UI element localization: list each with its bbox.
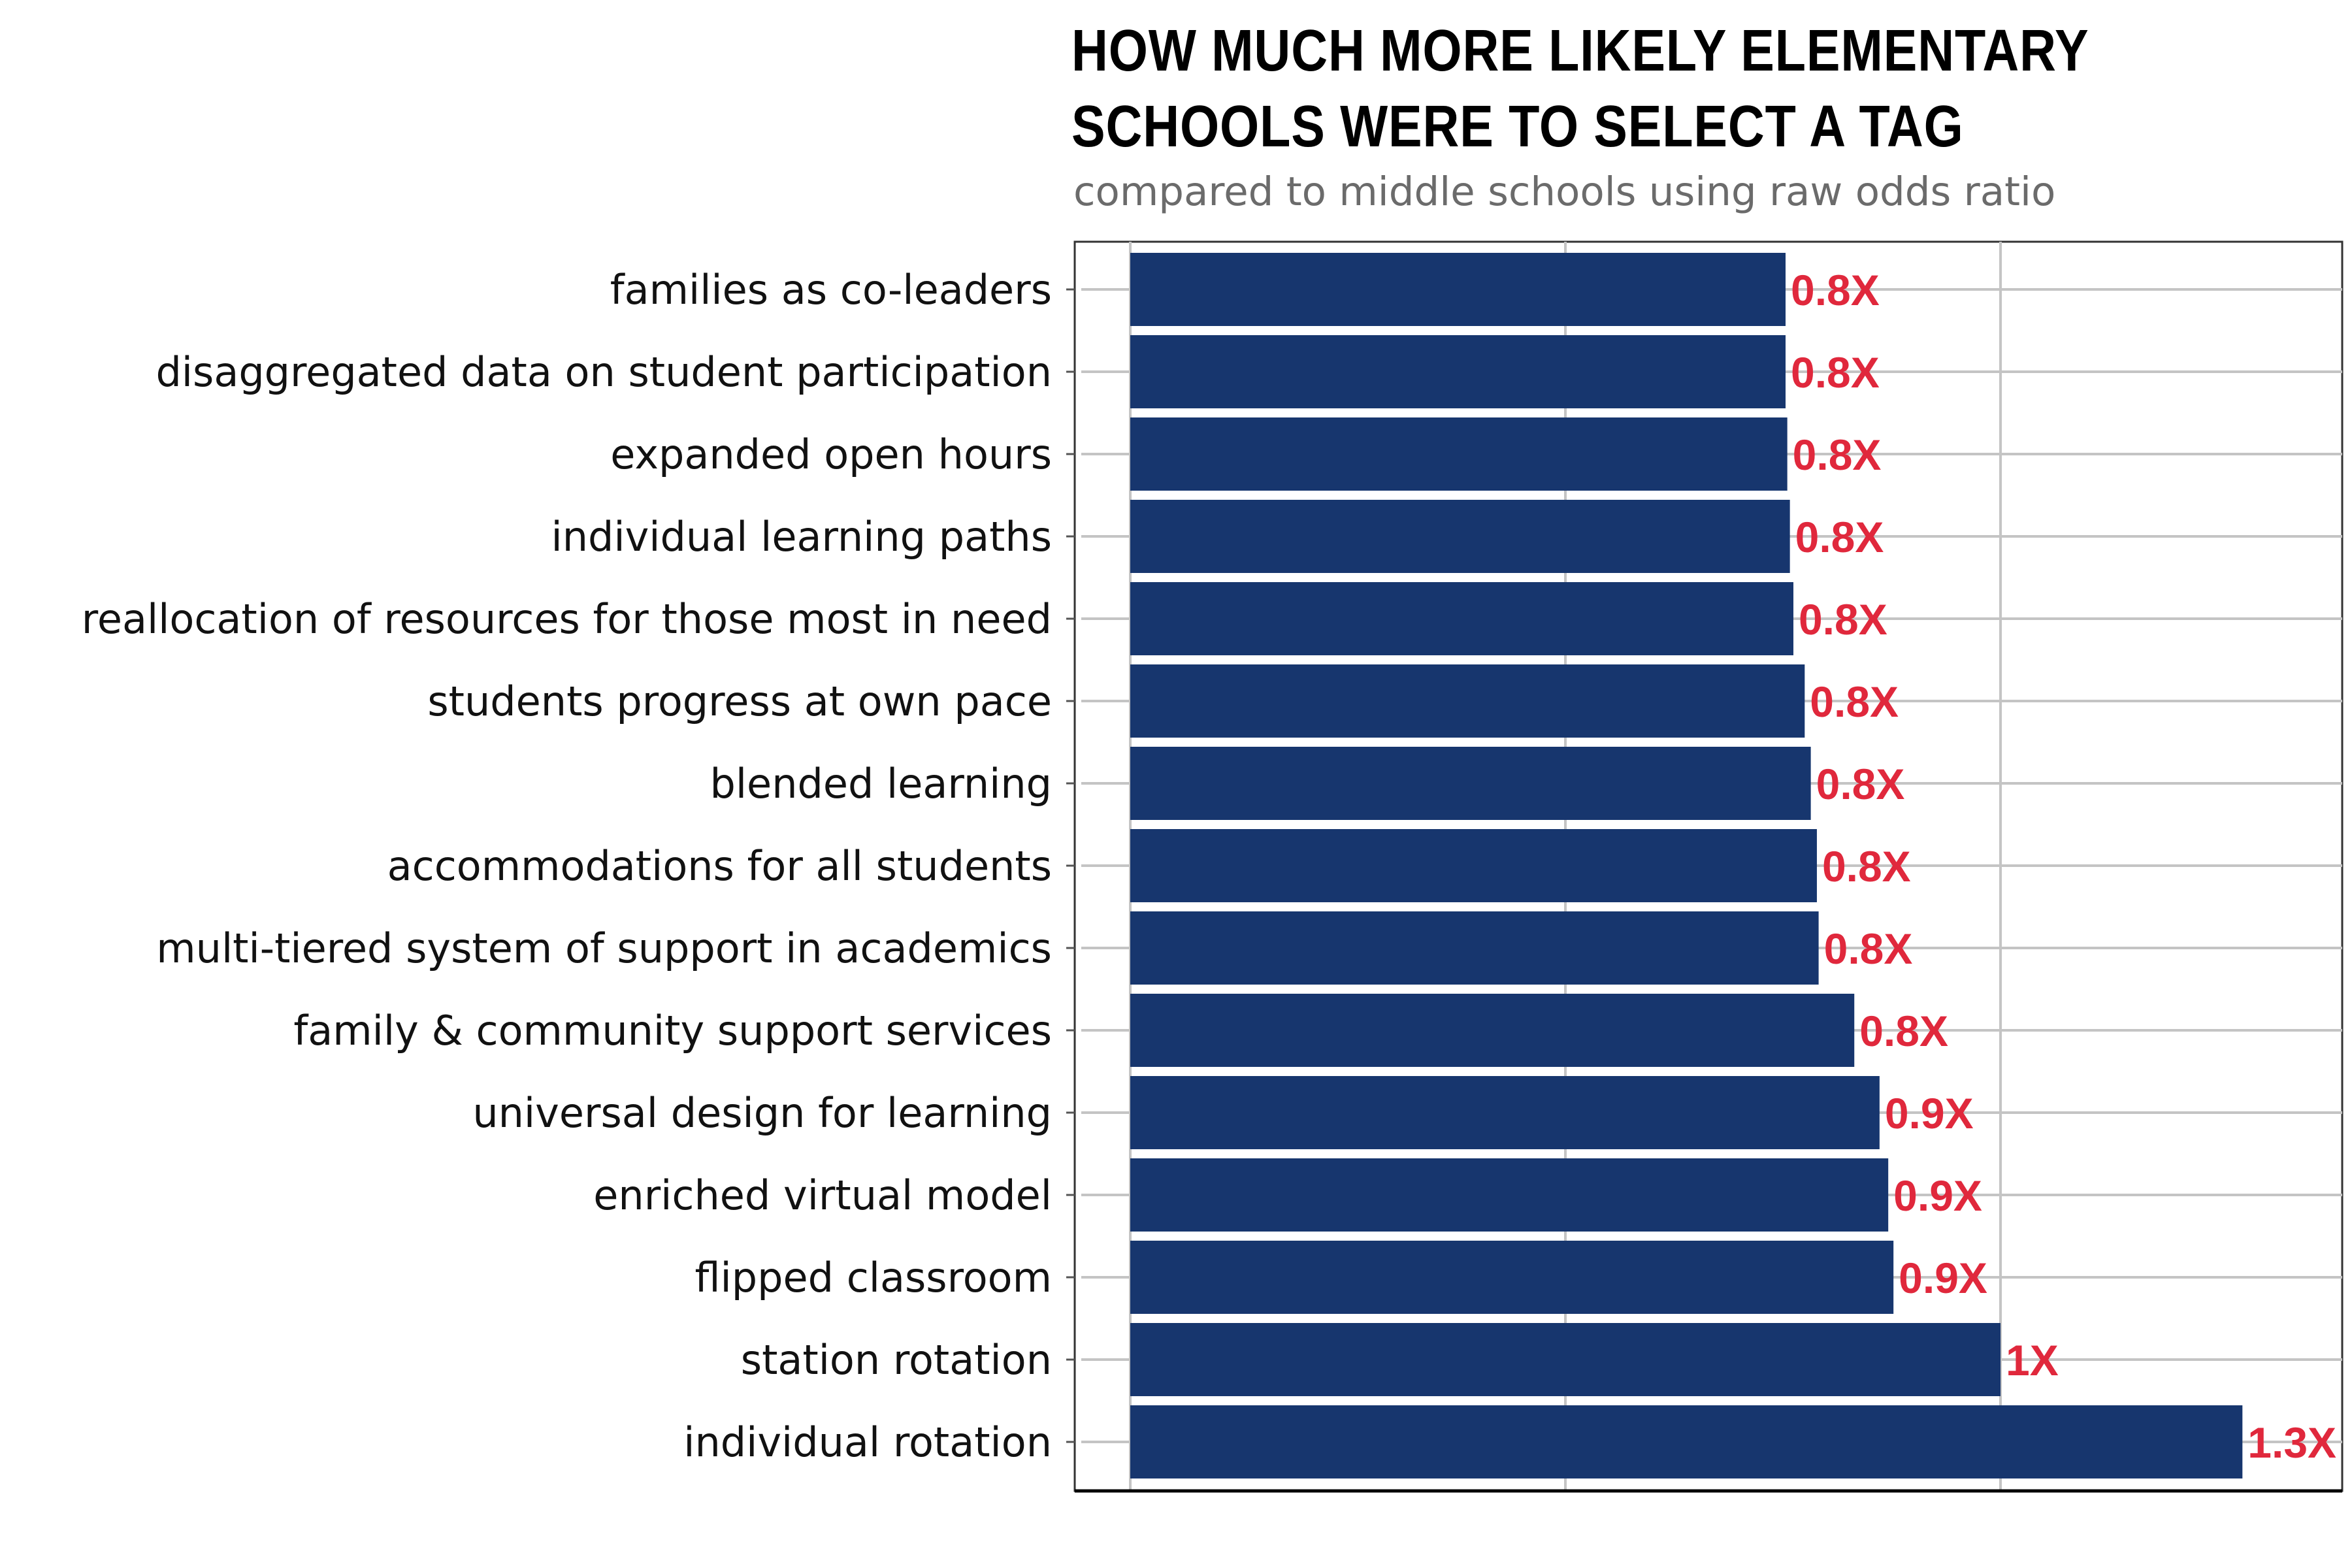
data-label: 1.3X <box>2247 1418 2336 1467</box>
y-tick-label: disaggregated data on student participat… <box>155 348 1052 396</box>
bar <box>1130 582 1793 655</box>
y-tick-label: multi-tiered system of support in academ… <box>156 924 1052 972</box>
y-tick-label: enriched virtual model <box>593 1171 1052 1219</box>
bar <box>1130 1158 1889 1232</box>
data-label: 0.9X <box>1893 1171 1982 1220</box>
bar <box>1130 1405 2243 1478</box>
y-tick-label: expanded open hours <box>610 431 1052 478</box>
data-label: 0.8X <box>1822 842 1911 890</box>
data-label: 0.8X <box>1824 924 1913 973</box>
data-label: 0.8X <box>1795 513 1884 561</box>
bar <box>1130 253 1786 326</box>
category-labels: families as co-leaders disaggregated data… <box>82 266 1052 1466</box>
bar <box>1130 335 1786 408</box>
data-label: 0.8X <box>1791 348 1880 397</box>
y-tick-label: reallocation of resources for those most… <box>82 595 1052 643</box>
data-label: 1X <box>2006 1336 2059 1384</box>
chart-subtitle: compared to middle schools using raw odd… <box>1073 169 2056 215</box>
data-label: 0.8X <box>1810 678 1899 726</box>
y-tick-label: individual rotation <box>683 1418 1052 1466</box>
bar <box>1130 1323 2001 1396</box>
data-label: 0.8X <box>1793 431 1882 479</box>
bar <box>1130 747 1811 820</box>
y-tick-label: students progress at own pace <box>427 678 1052 725</box>
y-tick-label: station rotation <box>741 1336 1052 1384</box>
y-tick-label: family & community support services <box>293 1007 1052 1054</box>
y-tick-label: families as co-leaders <box>610 266 1052 314</box>
bar <box>1130 500 1790 573</box>
bar <box>1130 1076 1880 1149</box>
y-tick-label: individual learning paths <box>551 513 1053 561</box>
data-label: 0.9X <box>1885 1089 1974 1137</box>
value-labels: 0.8X 0.8X 0.8X 0.8X 0.8X 0.8X 0.8X 0.8X 0.8X 0.8X… <box>1791 266 2336 1467</box>
data-label: 0.9X <box>1899 1254 1987 1302</box>
bar <box>1130 1241 1894 1314</box>
bar <box>1130 417 1788 491</box>
bar <box>1130 911 1819 985</box>
bar <box>1130 829 1817 902</box>
data-label: 0.8X <box>1791 266 1880 314</box>
data-label: 0.8X <box>1799 595 1887 644</box>
bars <box>1130 253 2243 1478</box>
y-tick-label: universal design for learning <box>472 1089 1052 1137</box>
data-label: 0.8X <box>1859 1007 1948 1055</box>
y-tick-label: accommodations for all students <box>387 842 1052 890</box>
bar <box>1130 994 1855 1067</box>
chart-title: HOW MUCH MORE LIKELY ELEMENTARY SCHOOLS … <box>1071 18 2089 159</box>
y-tick-label: blended learning <box>710 760 1052 808</box>
y-tick-label: flipped classroom <box>695 1254 1053 1301</box>
bar <box>1130 664 1805 738</box>
data-label: 0.8X <box>1816 760 1905 808</box>
